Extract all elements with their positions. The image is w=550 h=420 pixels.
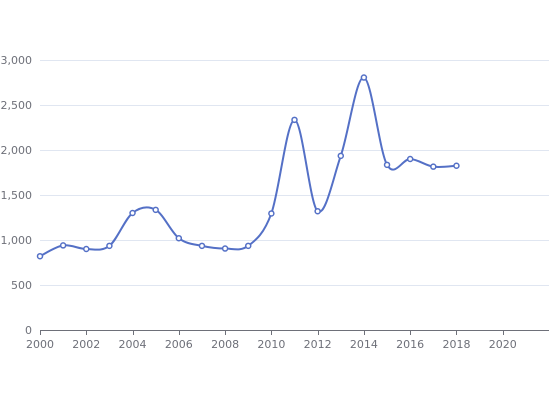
- y-tick-label: 2,500: [1, 99, 33, 112]
- series-line: [39, 76, 457, 258]
- data-point[interactable]: [383, 161, 391, 169]
- y-tick-label: 2,000: [1, 144, 33, 157]
- x-tick-label: 2012: [304, 338, 332, 351]
- data-point[interactable]: [244, 242, 252, 250]
- x-tick-label: 2014: [350, 338, 378, 351]
- x-tick-label: 2018: [442, 338, 470, 351]
- x-tick-label: 2020: [489, 338, 517, 351]
- x-tick-label: 2000: [26, 338, 54, 351]
- x-tick-label: 2016: [396, 338, 424, 351]
- data-point[interactable]: [83, 245, 90, 253]
- y-axis-labels: 0 500 1,000 1,500 2,000 2,500 3,000: [1, 54, 33, 337]
- x-tick-label: 2004: [119, 338, 147, 351]
- data-point[interactable]: [337, 152, 345, 160]
- data-point[interactable]: [221, 245, 229, 252]
- series-layer: [39, 76, 457, 258]
- x-tick-label: 2002: [72, 338, 100, 351]
- data-point[interactable]: [314, 207, 321, 215]
- y-tick-label: 1,000: [1, 234, 33, 247]
- data-point[interactable]: [360, 74, 368, 81]
- data-point[interactable]: [36, 252, 44, 260]
- x-tick-label: 2010: [257, 338, 285, 351]
- y-tick-label: 500: [11, 279, 32, 292]
- data-point[interactable]: [430, 163, 437, 170]
- y-tick-label: 1,500: [1, 189, 33, 202]
- data-point[interactable]: [129, 209, 136, 217]
- data-point[interactable]: [152, 206, 159, 214]
- data-points: [36, 74, 460, 260]
- data-point[interactable]: [198, 242, 206, 250]
- x-axis-labels: 2000 2002 2004 2006 2008 2010 2012 2014 2016 2018…: [26, 338, 517, 351]
- y-tick-label: 3,000: [1, 54, 33, 67]
- x-tick-label: 2008: [211, 338, 239, 351]
- x-axis: [40, 330, 549, 335]
- data-point[interactable]: [106, 242, 113, 250]
- data-point[interactable]: [291, 116, 298, 124]
- data-point[interactable]: [175, 234, 183, 242]
- x-tick-label: 2006: [165, 338, 193, 351]
- grid-lines: [40, 60, 549, 286]
- data-point[interactable]: [406, 155, 414, 163]
- data-point[interactable]: [268, 210, 275, 217]
- y-tick-label: 0: [25, 324, 32, 337]
- data-point[interactable]: [59, 242, 67, 249]
- data-point[interactable]: [453, 162, 460, 169]
